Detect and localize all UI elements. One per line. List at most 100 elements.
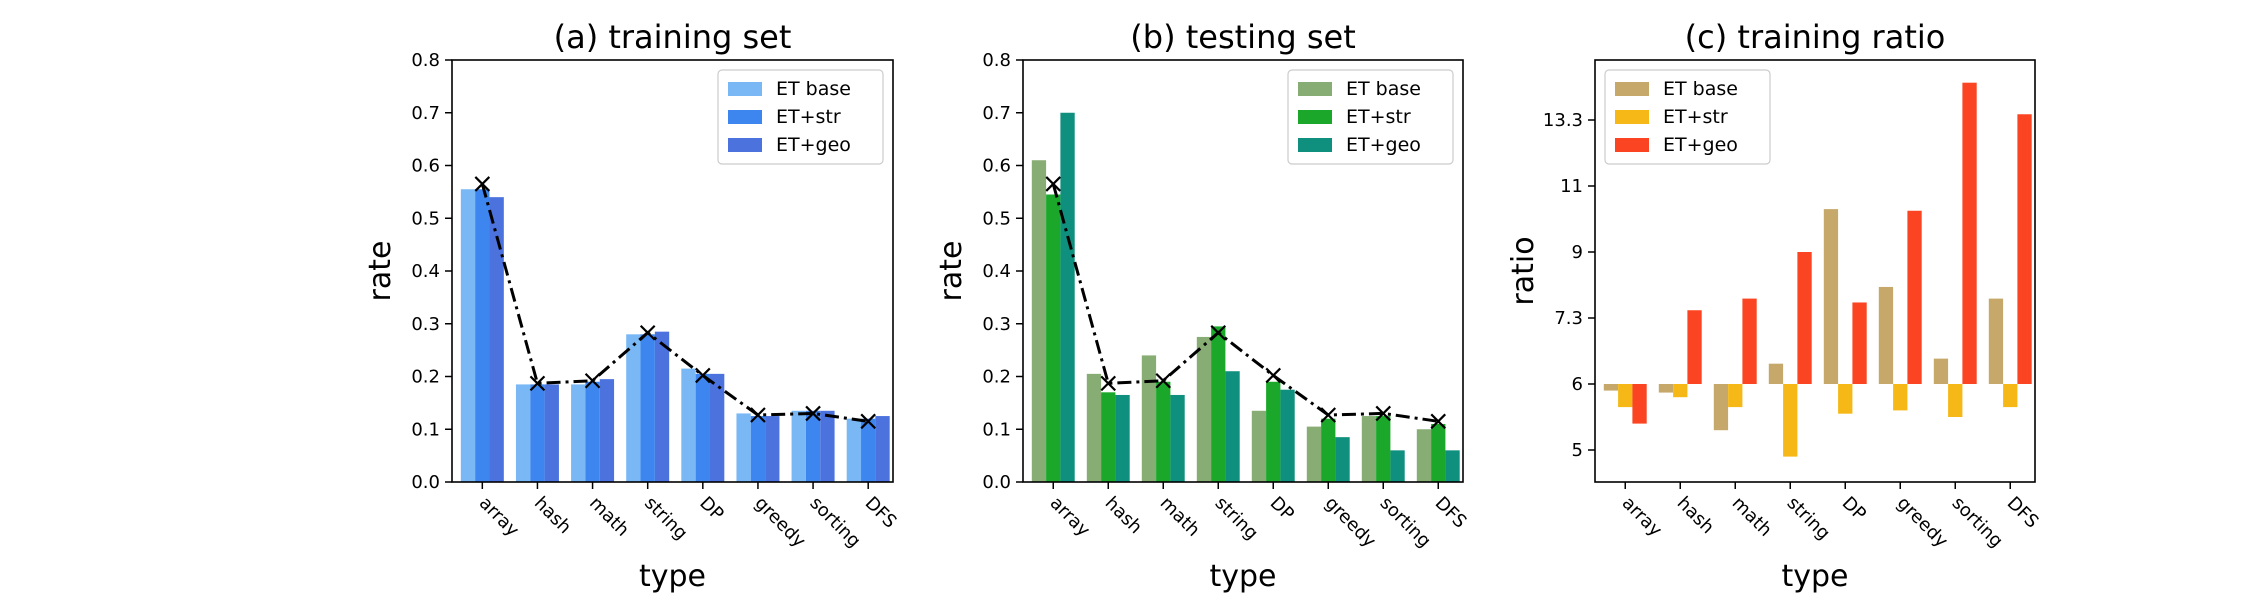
bar-et-base-math (1713, 384, 1729, 431)
x-tick-label: DP (695, 493, 727, 525)
x-tick-label: greedy (750, 493, 809, 552)
y-tick-label: 5 (1572, 440, 1583, 461)
legend: ET base ET+str ET+geo (1604, 69, 1771, 165)
reference-marker-hash (529, 375, 546, 392)
bar-et-base-greedy (1306, 426, 1322, 482)
legend-label: ET+str (776, 106, 841, 128)
x-tick-label: math (1156, 493, 1204, 541)
bar-et-geo-dp (709, 373, 725, 482)
legend-label: ET+str (1346, 106, 1411, 128)
bar-et-geo-math (1170, 394, 1185, 482)
x-tick-label: string (1211, 493, 1262, 544)
bar-et-base-string (1768, 363, 1784, 384)
x-tick-label: string (640, 493, 691, 544)
y-tick-label: 0.4 (411, 261, 440, 282)
bar-et-str-string (1783, 384, 1798, 457)
x-tick-label: array (1046, 493, 1094, 541)
bar-et-str-hash (1101, 392, 1116, 482)
bar-et-str-dp (1838, 384, 1853, 414)
chart-panel-3: 5 6 7.3 9 11 13.3 array hash math string DP greedys… (1506, 18, 2043, 594)
bar-et-base-sorting (791, 410, 806, 482)
y-tick-label: 7.3 (1554, 308, 1583, 329)
reference-marker-math (1155, 372, 1172, 389)
bar-et-str-dfs (1431, 423, 1446, 482)
y-axis-title: rate (363, 241, 398, 302)
legend-swatch (1615, 110, 1649, 124)
bar-et-base-hash (1658, 384, 1674, 393)
bar-et-str-math (1728, 384, 1743, 408)
bar-et-geo-array (1060, 112, 1075, 482)
bar-et-str-math (1156, 381, 1171, 482)
bar-et-geo-dfs (1445, 450, 1460, 482)
bar-et-base-sorting (1933, 358, 1949, 384)
legend-label: ET+geo (1663, 134, 1738, 156)
bar-et-geo-hash (1687, 310, 1702, 384)
reference-marker-string (1210, 324, 1227, 341)
legend-label: ET+geo (1346, 134, 1421, 156)
y-tick-label: 9 (1572, 242, 1583, 263)
y-tick-label: 0.7 (982, 103, 1011, 124)
bar-et-base-dp (681, 368, 696, 482)
bar-et-base-math (1141, 355, 1157, 482)
y-tick-label: 0.6 (411, 156, 440, 177)
chart-title: (b) testing set (1130, 18, 1355, 56)
legend-label: ET+str (1663, 106, 1728, 128)
bar-et-str-dp (695, 373, 710, 482)
chart-panel-2: 0.0 0.1 0.2 0.3 0.4 0.5 0.6 0.7 0.8 array hash math… (934, 18, 1471, 594)
reference-marker-dfs (1430, 413, 1447, 430)
reference-line (480, 183, 869, 423)
legend: ET base ET+str ET+geo (1287, 69, 1454, 165)
legend-swatch (728, 138, 762, 152)
legend-swatch (1298, 82, 1332, 96)
reference-marker-greedy (1320, 407, 1337, 423)
x-axis-title: type (1209, 559, 1276, 594)
reference-marker-hash (1100, 375, 1117, 392)
chart-title: (c) training ratio (1685, 18, 1946, 56)
bar-et-base-math (571, 384, 586, 482)
y-tick-label: 0.5 (982, 208, 1011, 229)
y-tick-label: 0.1 (411, 419, 440, 440)
reference-marker-dp (1265, 367, 1282, 384)
y-tick-label: 0.2 (411, 367, 440, 388)
reference-marker-dfs (860, 413, 876, 430)
reference-marker-sorting (805, 405, 821, 422)
bar-et-base-hash (1086, 373, 1102, 482)
legend-label: ET base (776, 78, 851, 100)
bar-et-base-dp (1823, 209, 1839, 384)
bar-et-str-sorting (805, 410, 821, 482)
y-tick-label: 0.3 (411, 314, 440, 335)
legend-swatch (728, 82, 762, 96)
y-tick-label: 0.6 (982, 156, 1011, 177)
bar-et-str-dp (1266, 381, 1281, 482)
bar-et-base-array (460, 189, 476, 483)
legend-swatch (1298, 138, 1332, 152)
bar-et-geo-greedy (765, 416, 780, 482)
x-axis-title: type (639, 559, 706, 594)
legend-label: ET+geo (776, 134, 851, 156)
y-tick-label: 0.8 (411, 50, 440, 71)
bar-et-geo-dp (1280, 389, 1295, 482)
bar-et-str-hash (1673, 384, 1688, 398)
bar-et-str-greedy (1893, 384, 1908, 411)
reference-marker-sorting (1375, 405, 1392, 422)
bar-et-geo-math (1742, 298, 1757, 384)
x-tick-label: greedy (1321, 493, 1380, 552)
x-tick-label: sorting (806, 493, 865, 552)
bar-et-base-string (626, 334, 641, 482)
bar-et-geo-dfs (2017, 114, 2032, 384)
bar-et-base-hash (515, 384, 531, 482)
bar-et-str-hash (530, 384, 545, 482)
x-tick-label: sorting (1376, 493, 1435, 552)
bar-et-geo-sorting (1390, 450, 1405, 482)
bar-et-geo-dp (1852, 302, 1867, 384)
x-tick-label: math (1728, 493, 1776, 541)
bar-et-base-array (1603, 384, 1619, 391)
bar-et-geo-hash (1115, 394, 1130, 482)
reference-marker-dp (695, 367, 711, 384)
bar-et-geo-greedy (1335, 437, 1350, 482)
bar-et-base-dp (1251, 410, 1267, 482)
bar-et-geo-sorting (820, 410, 835, 482)
x-axis-title: type (1781, 559, 1848, 594)
y-tick-label: 0.5 (411, 208, 440, 229)
